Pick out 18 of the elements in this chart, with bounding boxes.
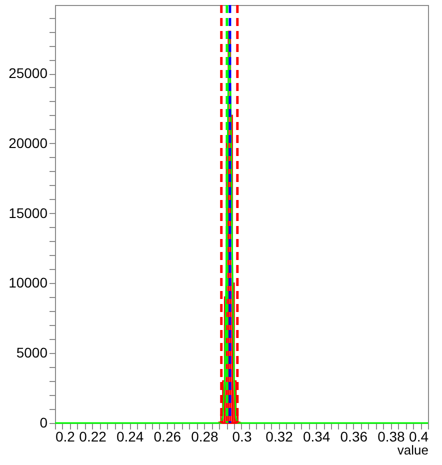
x-tick-label: 0.26 (154, 428, 182, 444)
x-tick-label: 0.36 (340, 428, 368, 444)
y-tick-label: 25000 (8, 65, 48, 81)
x-tick-label: 0.32 (266, 428, 294, 444)
y-tick-label: 20000 (8, 134, 48, 151)
x-tick-label: 0.3 (232, 428, 252, 444)
x-axis-title: value (397, 442, 428, 458)
x-tick-label: 0.22 (79, 428, 107, 444)
y-tick-label: 5000 (16, 344, 48, 361)
x-tick-label: 0.34 (302, 428, 330, 444)
x-tick-label: 0.38 (378, 428, 406, 444)
y-tick-label: 0 (40, 414, 48, 430)
y-tick-label: 10000 (8, 274, 48, 291)
x-tick-label: 0.4 (409, 428, 429, 444)
y-tick-label: 15000 (8, 204, 48, 221)
x-tick-label: 0.24 (116, 428, 144, 444)
x-tick-label: 0.28 (191, 428, 219, 444)
x-tick-label: 0.2 (56, 428, 76, 444)
